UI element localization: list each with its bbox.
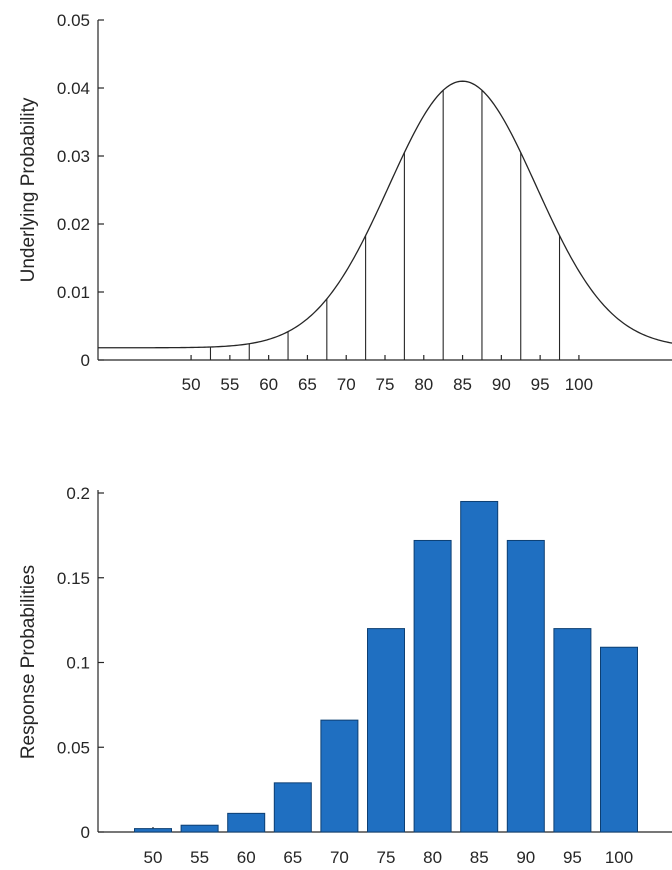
- top-y-tick-label: 0.03: [57, 147, 90, 166]
- bottom-y-tick-label: 0.1: [66, 654, 90, 673]
- bottom-x-tick-label: 95: [563, 848, 582, 867]
- bar-70: [320, 719, 359, 833]
- bottom-x-tick-label: 75: [377, 848, 396, 867]
- bar-95: [553, 628, 592, 833]
- bottom-x-tick-label: 60: [237, 848, 256, 867]
- bottom-x-tick-label: 80: [423, 848, 442, 867]
- top-y-tick-label: 0.05: [57, 11, 90, 30]
- probability-curve: [98, 80, 672, 349]
- bottom-y-tick-label: 0.15: [57, 569, 90, 588]
- bar-50: [134, 828, 172, 833]
- top-x-tick-label: 80: [414, 375, 433, 394]
- top-bin-lines: [209, 90, 561, 360]
- top-x-tick-label: 70: [337, 375, 356, 394]
- bottom-chart: 00.050.10.150.2 50 55 60 65 70 75 80 85 90 95 100 …: [18, 484, 672, 867]
- bottom-y-tick-label: 0.2: [66, 484, 90, 503]
- bottom-y-axis: 0 0.05 0.1 0.15 0.2: [57, 484, 104, 842]
- top-y-tick-label: 0.02: [57, 215, 90, 234]
- bottom-y-axis-label: Response Probabilities: [18, 565, 39, 759]
- bottom-x-tick-label: 70: [330, 848, 349, 867]
- bar-55: [180, 824, 219, 833]
- bottom-x-tick-label: 85: [470, 848, 489, 867]
- bar-80: [413, 539, 452, 833]
- top-x-tick-label: 65: [298, 375, 317, 394]
- top-x-tick-label: 75: [376, 375, 395, 394]
- top-y-tick-label: 0.01: [57, 283, 90, 302]
- bottom-x-tick-label: 55: [190, 848, 209, 867]
- bottom-y-tick-label: 0.05: [57, 738, 90, 757]
- bar-85: [460, 500, 499, 833]
- top-x-tick-label: 95: [531, 375, 550, 394]
- top-x-tick-label: 60: [259, 375, 278, 394]
- bottom-y-tick-label: 0: [81, 823, 90, 842]
- top-x-tick-label: 90: [492, 375, 511, 394]
- top-chart: 0 0.01 0.02 0.03 0.04 0.05 50 55 60 65 70 75 80 85 90…: [18, 11, 672, 394]
- bottom-bars: [134, 500, 638, 833]
- top-x-tick-label: 50: [182, 375, 201, 394]
- bottom-x-tick-label: 65: [283, 848, 302, 867]
- top-x-axis: 50 55 60 65 70 75 80 85 90 95 100: [98, 355, 672, 394]
- bar-75: [367, 628, 405, 833]
- bar-65: [273, 782, 312, 833]
- bar-100: [600, 646, 638, 833]
- top-y-axis-label: Underlying Probability: [18, 97, 39, 282]
- top-y-tick-label: 0: [81, 351, 90, 370]
- top-y-axis: 0 0.01 0.02 0.03 0.04 0.05: [57, 11, 104, 370]
- bottom-x-tick-label: 50: [144, 848, 163, 867]
- bottom-x-tick-label: 100: [605, 848, 633, 867]
- bar-60: [227, 812, 266, 833]
- top-y-tick-label: 0.04: [57, 79, 90, 98]
- bar-90: [506, 539, 545, 833]
- top-x-tick-label: 100: [565, 375, 593, 394]
- top-x-tick-label: 85: [453, 375, 472, 394]
- top-x-tick-label: 55: [220, 375, 239, 394]
- bottom-x-tick-label: 90: [516, 848, 535, 867]
- bottom-x-axis: 50 55 60 65 70 75 80 85 90 95 100: [98, 827, 672, 867]
